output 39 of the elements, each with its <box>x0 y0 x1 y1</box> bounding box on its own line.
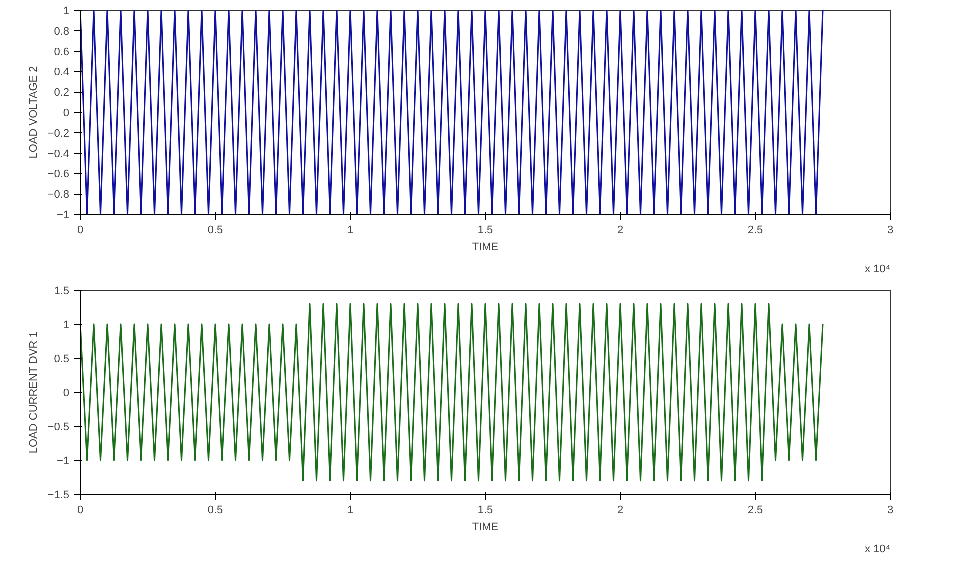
y-tick-label: 0.8 <box>54 26 70 38</box>
x-tick-label: 0 <box>77 504 84 516</box>
y-tick-label: 0 <box>63 108 70 120</box>
text: x 10⁴ <box>864 264 891 276</box>
line-series <box>80 303 824 482</box>
y-axis-title: LOAD VOLTAGE 2 <box>28 66 40 159</box>
y-tick-label: −1.5 <box>48 490 70 502</box>
x-tick-label: 2 <box>617 224 624 236</box>
y-tick-label: −1 <box>56 210 70 222</box>
y-tick-label: −0.6 <box>48 168 70 181</box>
x-tick-label: 1 <box>347 504 354 516</box>
x-tick-label: 1 <box>347 224 354 236</box>
x-axis-title: TIME <box>472 522 499 534</box>
y-axis-title: LOAD CURRENT DVR 1 <box>28 332 40 454</box>
x-tick-label: 2.5 <box>748 224 764 236</box>
x-tick-label: 0 <box>77 224 84 236</box>
y-tick-label: 1.5 <box>54 286 70 298</box>
y-tick-label: −0.2 <box>48 128 70 140</box>
x-tick-label: 2.5 <box>748 504 764 516</box>
y-tick-label: −0.4 <box>48 148 70 160</box>
y-tick-label: 0 <box>63 388 70 400</box>
x-axis-title: TIME <box>472 242 499 254</box>
x-tick-label: 3 <box>887 224 894 236</box>
x-tick-label: 3 <box>887 504 894 516</box>
y-tick-label: 0.5 <box>54 354 70 366</box>
y-tick-label: −1 <box>56 456 70 468</box>
y-tick-label: 0.2 <box>54 87 70 100</box>
y-tick-label: 0.4 <box>54 66 70 79</box>
text: x 10⁴ <box>864 544 891 556</box>
x-tick-label: 1.5 <box>478 224 494 236</box>
x-tick-label: 0.5 <box>208 224 224 236</box>
x-tick-label: 0.5 <box>208 504 224 516</box>
y-tick-label: −0.8 <box>48 189 70 202</box>
x-tick-label: 1.5 <box>478 504 494 516</box>
y-tick-label: 1 <box>63 6 70 18</box>
y-tick-label: −0.5 <box>48 422 70 434</box>
y-tick-label: 0.6 <box>54 46 70 58</box>
y-tick-label: 1 <box>63 320 70 332</box>
x-tick-label: 2 <box>617 504 624 516</box>
